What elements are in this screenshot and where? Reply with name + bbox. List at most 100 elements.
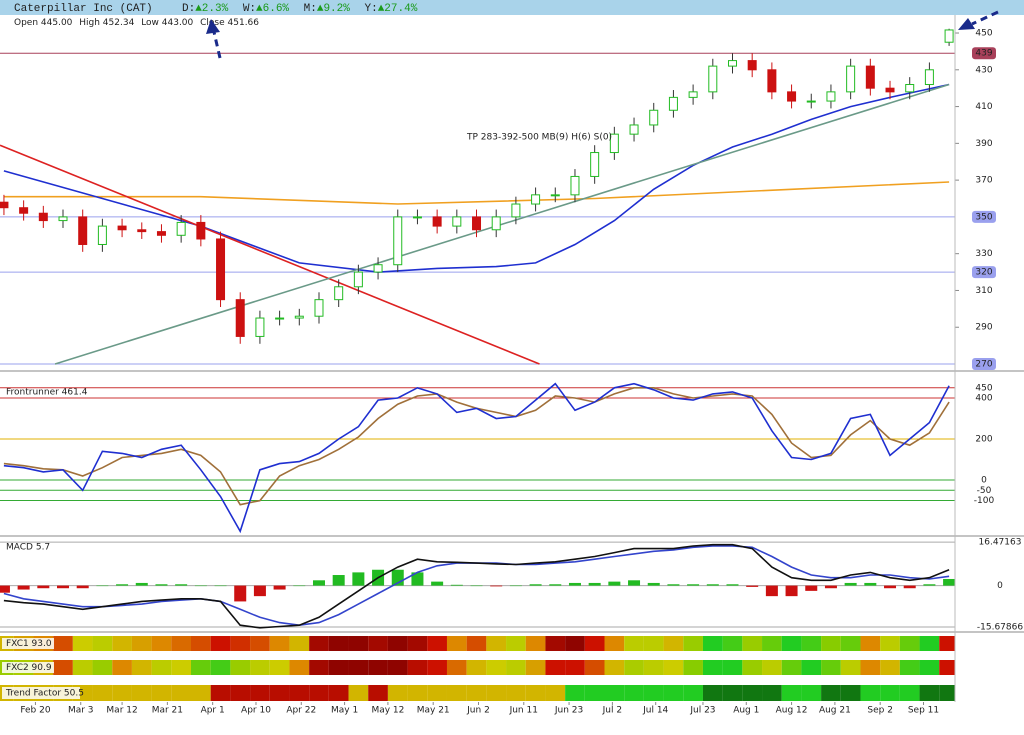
heat-cell (230, 636, 251, 651)
heat-cell (702, 660, 723, 675)
histogram-bar (57, 585, 70, 589)
candle-body (668, 96, 678, 111)
heat-cell (624, 685, 644, 701)
x-tick-label: Jun 2 (466, 706, 490, 716)
candle-body (649, 109, 659, 126)
candle-body (432, 216, 442, 227)
candle-body (0, 201, 9, 209)
heat-cell (880, 685, 900, 701)
candle-body (708, 65, 718, 93)
heat-cell (230, 660, 251, 675)
ohlc-low: Low 443.00 (141, 18, 193, 28)
heat-cell (525, 636, 546, 651)
histogram-bar (194, 585, 207, 587)
candle-body (531, 194, 541, 205)
heat-cell (840, 660, 861, 675)
change-label: W: (243, 3, 256, 15)
heat-cell (407, 685, 428, 701)
candle-body (373, 264, 383, 273)
heat-cell (328, 636, 349, 651)
x-tick-label: Aug 12 (776, 706, 808, 716)
histogram-bar (628, 580, 641, 586)
heat-cell (742, 685, 763, 701)
heat-cell (663, 685, 684, 701)
heat-cell (722, 660, 743, 675)
change-value: ▲2.3% (195, 3, 228, 15)
heat-cell (702, 685, 723, 701)
heat-cell (210, 636, 231, 651)
y-tick-label: 310 (975, 286, 992, 296)
strip-label: Trend Factor 50.5 (5, 689, 84, 699)
candle-body (846, 65, 856, 93)
heat-cell (151, 660, 172, 675)
heat-cell (191, 685, 211, 701)
heat-cell (545, 685, 566, 701)
level-tag (972, 210, 996, 223)
candle-body (78, 216, 88, 245)
x-tick-label: Jun 23 (554, 706, 583, 716)
histogram-bar (844, 582, 857, 586)
candle-body (452, 216, 462, 227)
candle-body (196, 221, 206, 240)
heat-cell (545, 660, 566, 675)
change-value: ▲6.6% (256, 3, 289, 15)
y-tick-label: 390 (975, 139, 992, 149)
heat-cell (427, 685, 447, 701)
heat-cell (112, 685, 132, 701)
heat-cell (643, 636, 664, 651)
heat-cell (72, 636, 93, 651)
heat-cell (348, 685, 369, 701)
heat-cell (939, 685, 955, 701)
heat-cell (53, 660, 73, 675)
candle-body (826, 91, 836, 102)
heat-cell (427, 660, 447, 675)
heat-cell (584, 660, 605, 675)
heat-cell (269, 660, 290, 675)
panel-title: MACD 5.7 (6, 543, 50, 553)
heat-cell (821, 685, 841, 701)
heat-cell (624, 636, 644, 651)
heat-cell (368, 636, 388, 651)
heat-cell (919, 636, 940, 651)
heat-cell (762, 636, 782, 651)
heat-cell (762, 660, 782, 675)
ohlc-close: Close 451.66 (200, 18, 259, 28)
y-tick-label: 0 (997, 581, 1003, 591)
heat-cell (604, 660, 625, 675)
histogram-bar (903, 585, 916, 589)
heat-cell (939, 636, 955, 651)
histogram-bar (37, 585, 50, 589)
histogram-bar (411, 572, 424, 586)
y-tick-label: 330 (975, 249, 992, 259)
x-tick-label: Apr 10 (241, 706, 271, 716)
heat-cell (565, 660, 585, 675)
strip-tag (2, 662, 54, 673)
candle-body (117, 225, 127, 231)
x-tick-label: Jul 2 (602, 706, 622, 716)
y-tick-label: -50 (977, 486, 992, 496)
candle-body (216, 238, 226, 301)
heat-cell (368, 685, 388, 701)
x-tick-label: Apr 22 (286, 706, 316, 716)
heat-cell (860, 636, 881, 651)
histogram-bar (746, 585, 759, 587)
histogram-bar (765, 585, 778, 597)
heat-cell (506, 685, 526, 701)
line (3, 83, 950, 273)
line (54, 83, 950, 365)
y-tick-label: -15.67866 (977, 622, 1023, 632)
x-tick-label: Sep 11 (908, 706, 939, 716)
candle-body (275, 317, 285, 320)
level-label: 320 (975, 268, 992, 278)
candle-body (334, 286, 344, 301)
heat-cell (112, 660, 132, 675)
histogram-bar (667, 584, 680, 586)
plot-area: 450 430 410 390 370 330 310 290 439 350 320 270 TP 2… (0, 29, 1023, 716)
histogram-bar (608, 581, 621, 586)
change-label: D: (182, 3, 195, 15)
heat-cell (387, 660, 408, 675)
heat-cell (72, 660, 93, 675)
heat-cell (407, 636, 428, 651)
heat-cell (801, 685, 822, 701)
candle-body (58, 216, 68, 222)
